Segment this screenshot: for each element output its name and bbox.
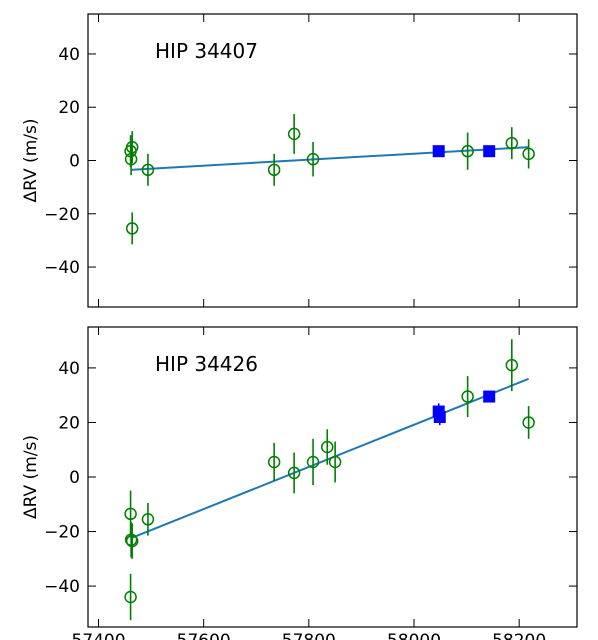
data-point-circle [328,455,342,469]
x-tick-label: 57400 [71,631,125,640]
x-tick-label: 58000 [387,631,441,640]
data-point-circle [306,455,320,469]
data-point-circle [461,390,474,403]
plot-area: −40 −20 0 20 40 57400 57600 57800 58000 58200 [44,327,577,640]
x-tick-label: 57600 [177,631,231,640]
panel-hip-34407: −40 −20 0 20 40 HIP 34407 ΔRV (m/s) [21,13,578,308]
data-point-square [483,145,496,158]
data-point-circle [124,152,138,166]
data-point-circle [306,152,320,166]
data-point-circle [320,440,334,454]
plot-area: −40 −20 0 20 40 [44,14,577,307]
y-tick-label: 20 [58,413,80,433]
y-tick-label: 40 [58,359,80,379]
data-point-circle [267,163,281,177]
y-axis-label: ΔRV (m/s) [21,119,41,203]
y-tick-label: 0 [69,152,80,172]
data-point-circle [141,513,155,526]
fit-line [130,377,529,540]
panel-title: HIP 34426 [155,352,258,376]
y-tick-label: 40 [58,45,80,65]
y-tick-label: −20 [44,523,80,543]
data-point-circle [287,466,301,480]
data-point-circle [124,533,138,546]
data-point-circle [287,127,301,141]
data-point-circle [505,358,519,372]
data-point-circle [505,136,519,150]
y-axis-label: ΔRV (m/s) [21,435,41,519]
data-point-circle [125,222,139,235]
data-point-circle [267,455,281,469]
data-point-circle [141,163,155,177]
y-tick-label: 0 [69,468,80,488]
data-point-circle [125,140,139,154]
data-point-circle [125,534,139,548]
y-tick-label: 20 [58,98,80,118]
panel-hip-34426: −40 −20 0 20 40 57400 57600 57800 58000 58200 HIP… [21,326,578,640]
data-point-square [433,411,446,423]
y-tick-label: −40 [44,577,80,597]
y-tick-label: −40 [44,258,80,278]
data-point-circle [124,590,137,604]
panel-title: HIP 34407 [155,39,258,63]
x-tick-label: 58200 [492,631,546,640]
data-point-circle [461,144,474,158]
data-point-circle [522,147,535,161]
data-point-square [432,145,445,158]
x-tick-label: 57800 [282,631,336,640]
y-tick-label: −20 [44,205,80,225]
data-point-circle [124,507,137,521]
data-point-circle [522,416,535,429]
data-point-square [483,390,496,403]
